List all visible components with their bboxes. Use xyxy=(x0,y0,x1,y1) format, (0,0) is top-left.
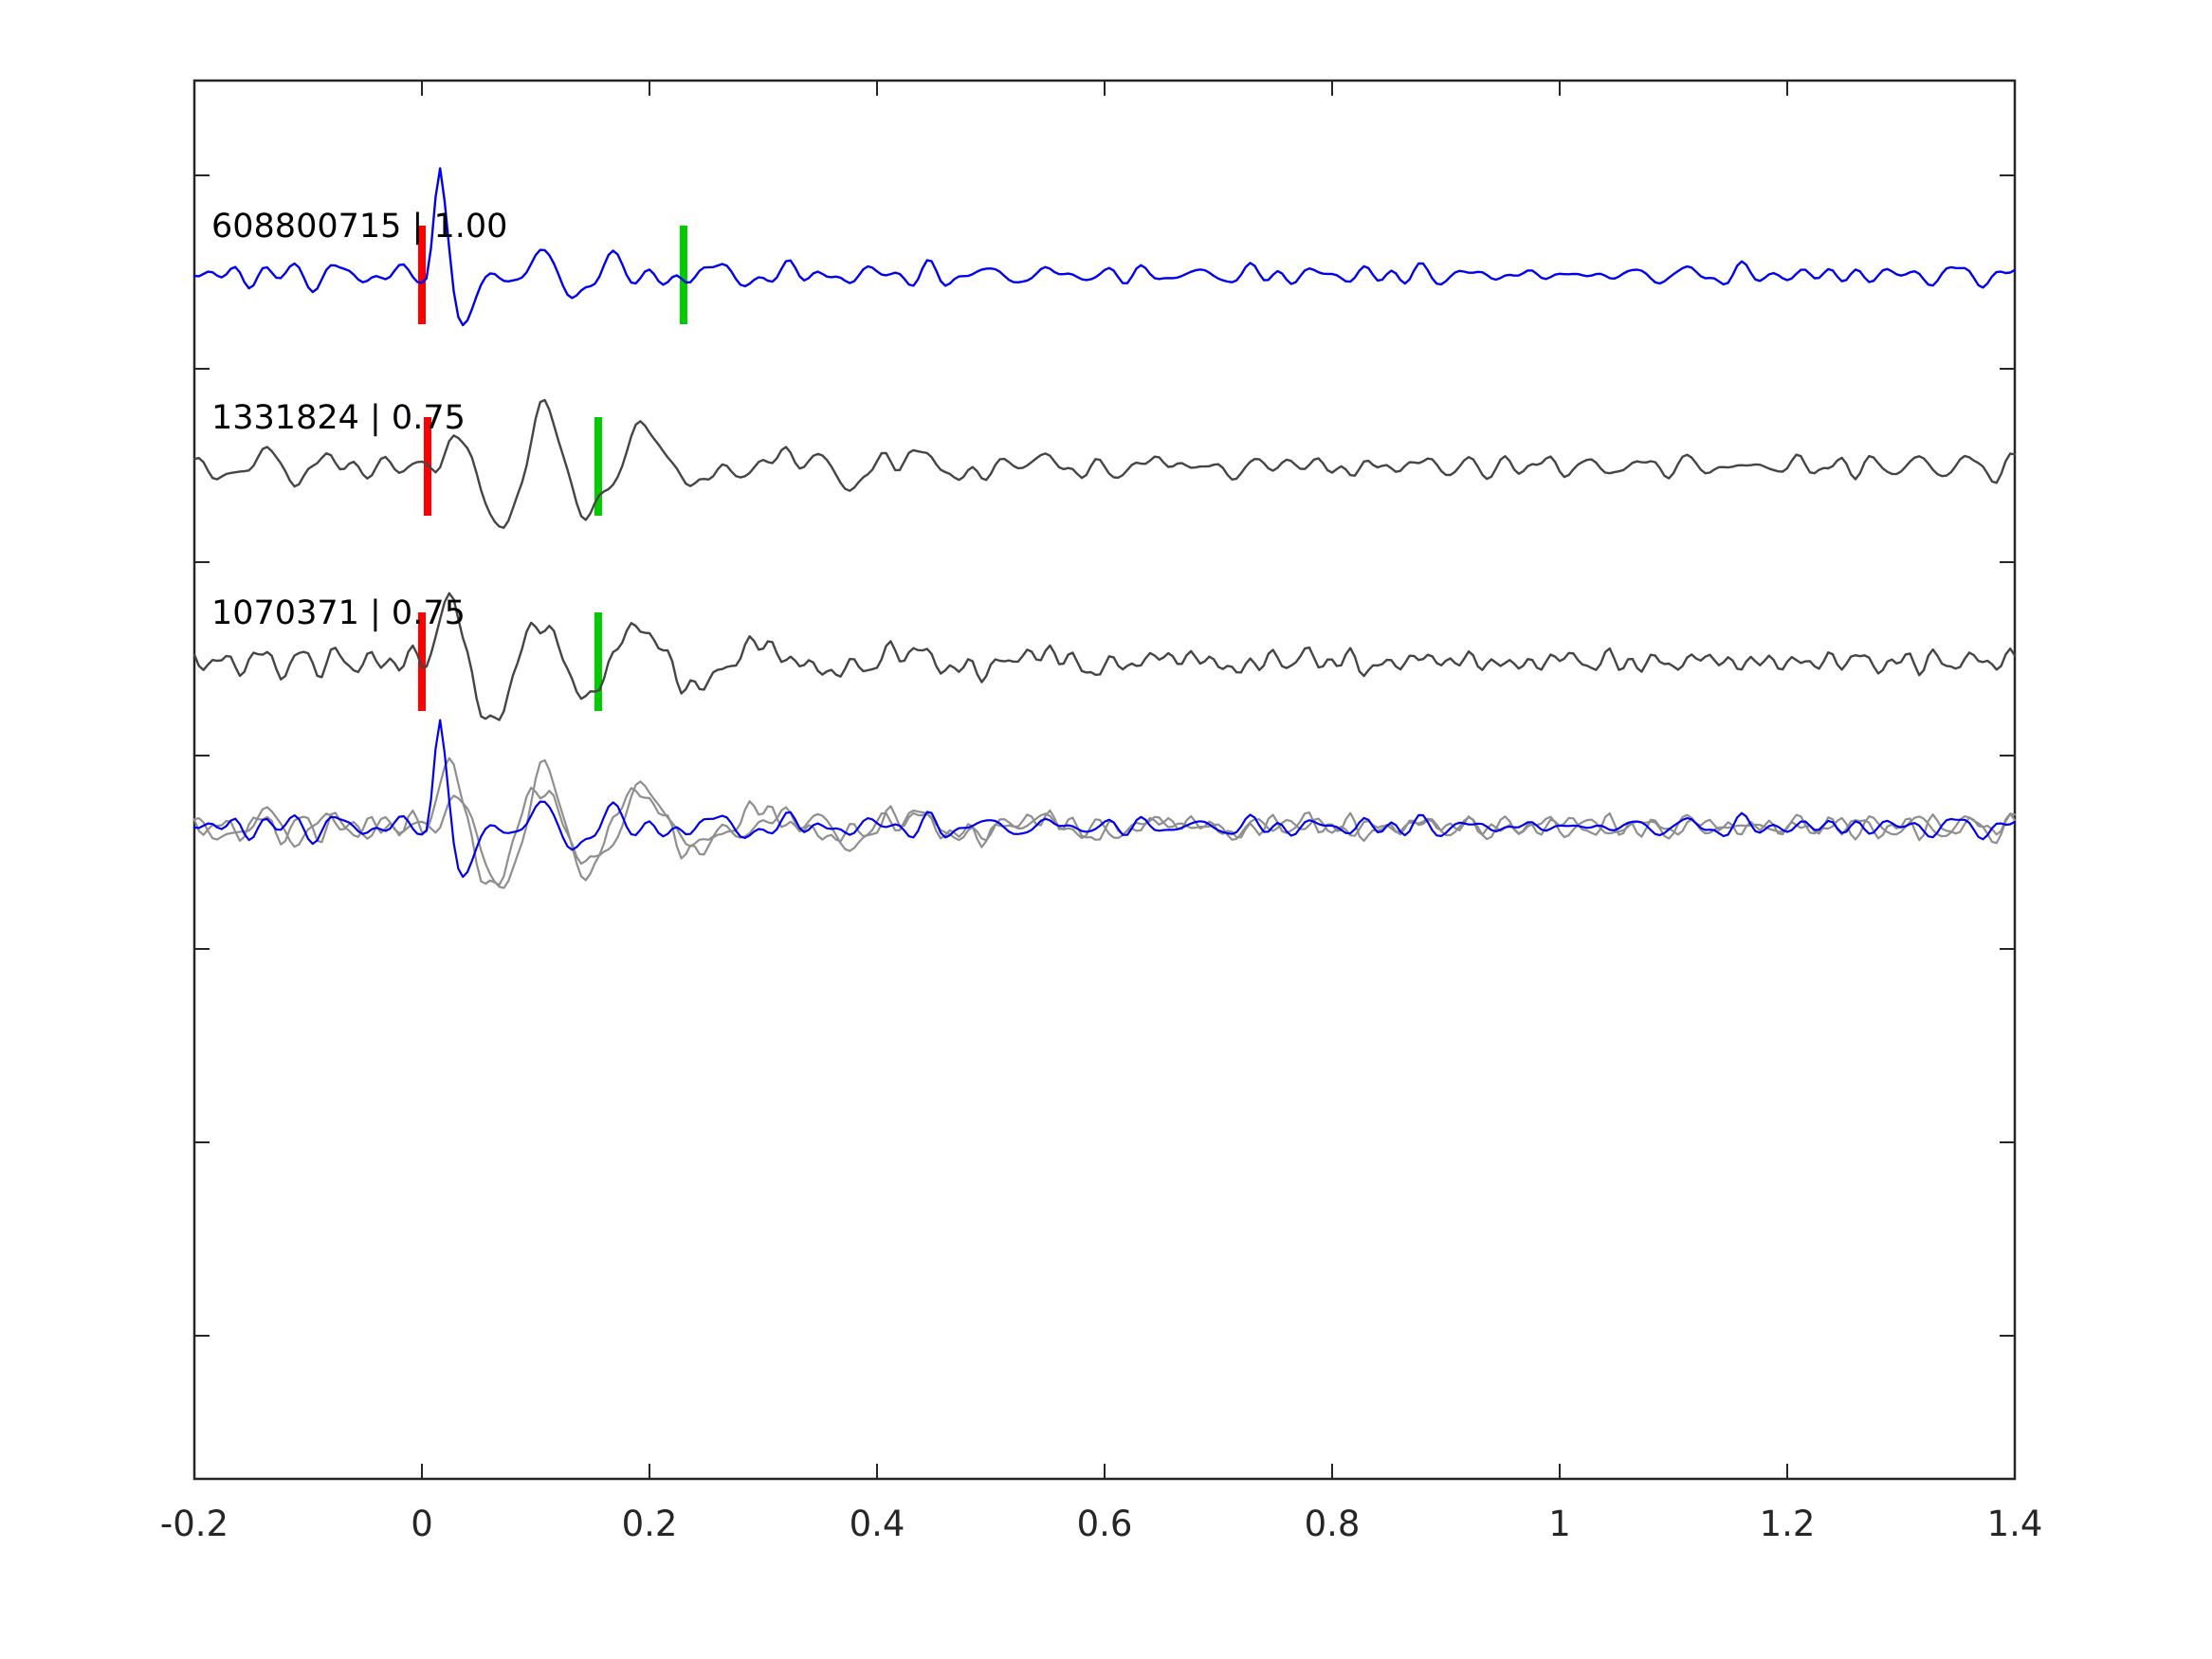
trace-label-1070371: 1070371 | 0.75 xyxy=(211,594,466,632)
x-tick-label: 0 xyxy=(411,1504,433,1544)
red-pick-marker-1331824 xyxy=(424,417,431,516)
trace-label-1331824: 1331824 | 0.75 xyxy=(211,399,466,437)
x-tick-label: -0.2 xyxy=(160,1504,229,1544)
green-pick-marker-608800715 xyxy=(680,226,687,324)
x-tick-label: 0.2 xyxy=(622,1504,678,1544)
green-pick-marker-1070371 xyxy=(594,612,602,711)
waveform-trace-1331824 xyxy=(192,398,2017,529)
overlay-waveform-608800715 xyxy=(192,719,2017,879)
green-pick-marker-1331824 xyxy=(594,417,602,516)
x-tick-label: 1.4 xyxy=(1987,1504,2043,1544)
x-tick-label: 1.2 xyxy=(1760,1504,1816,1544)
x-tick-label: 0.6 xyxy=(1077,1504,1133,1544)
waveform-trace-1070371 xyxy=(192,592,2017,721)
waveform-trace-608800715 xyxy=(192,167,2017,327)
overlay-waveform-1070371 xyxy=(192,757,2017,886)
trace-label-608800715: 608800715 | 1.00 xyxy=(211,208,507,246)
x-tick-label: 0.8 xyxy=(1305,1504,1361,1544)
red-pick-marker-608800715 xyxy=(418,226,426,324)
x-tick-label: 0.4 xyxy=(850,1504,905,1544)
red-pick-marker-1070371 xyxy=(418,612,426,711)
x-tick-label: 1 xyxy=(1548,1504,1571,1544)
